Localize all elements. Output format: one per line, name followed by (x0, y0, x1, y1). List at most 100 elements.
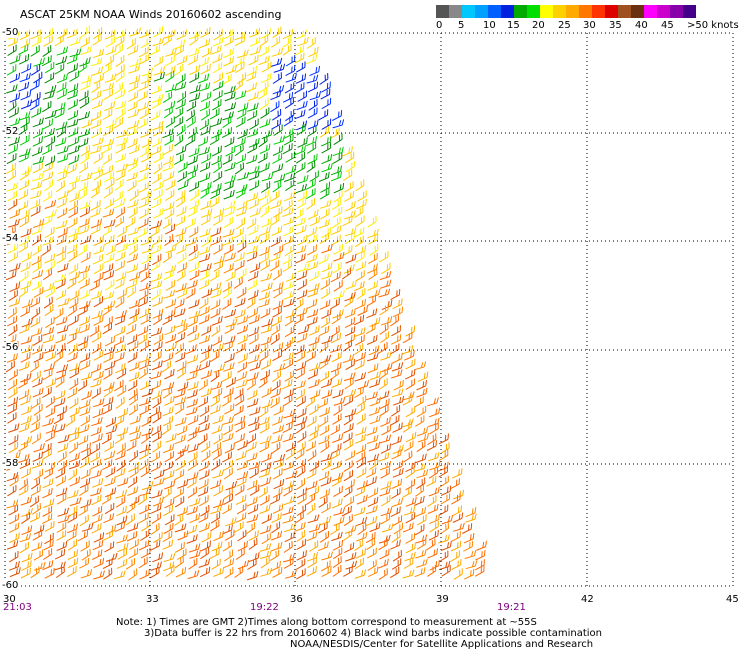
wind-barb (32, 377, 43, 388)
wind-barb (343, 395, 354, 407)
wind-barb (307, 368, 319, 380)
wind-barb (296, 120, 308, 131)
wind-barb (90, 363, 102, 374)
wind-barb (390, 369, 403, 379)
wind-barb (162, 217, 172, 230)
wind-barb (441, 565, 451, 577)
wind-barb (56, 342, 66, 355)
wind-barb (20, 372, 32, 383)
wind-barb (283, 409, 296, 419)
wind-barb (368, 406, 381, 416)
wind-barb (428, 466, 439, 479)
wind-barb (32, 127, 43, 139)
wind-barb (102, 82, 114, 92)
wind-barb (42, 560, 54, 571)
wind-barb (307, 81, 319, 93)
wind-barb (105, 36, 116, 48)
wind-barb (56, 252, 66, 264)
wind-barb (308, 379, 320, 389)
wind-barb (30, 296, 41, 308)
wind-barb (295, 162, 306, 174)
wind-barb (163, 522, 174, 534)
colorbar-label: 25 (558, 20, 571, 31)
wind-barb (105, 177, 115, 190)
wind-barb (33, 352, 44, 363)
wind-barb (8, 423, 20, 433)
wind-barb (405, 406, 416, 418)
wind-barb (198, 279, 210, 290)
wind-barb (102, 303, 112, 316)
wind-barb (81, 390, 92, 401)
wind-barb (355, 215, 365, 228)
wind-barb (138, 539, 150, 551)
wind-barb (18, 111, 31, 121)
wind-barb (30, 180, 43, 191)
wind-barb (128, 81, 139, 93)
wind-barb (342, 215, 353, 227)
wind-barb (187, 570, 200, 580)
wind-barb (80, 468, 91, 480)
wind-barb (54, 273, 67, 283)
wind-barb (114, 450, 126, 461)
wind-barb (307, 244, 317, 256)
wind-barb (284, 82, 295, 94)
wind-barb (20, 435, 33, 446)
wind-barb (321, 142, 332, 154)
wind-barb (224, 206, 235, 217)
wind-barb (185, 344, 197, 355)
wind-barb (212, 387, 223, 399)
wind-barb (199, 522, 210, 533)
wind-barb (68, 343, 78, 355)
wind-barb (78, 188, 88, 201)
wind-barb (115, 55, 125, 68)
wind-barb (320, 453, 333, 462)
wind-barb (92, 505, 103, 517)
wind-barb (258, 135, 268, 148)
wind-barb (237, 440, 248, 451)
wind-barb (331, 378, 343, 388)
wind-barb (261, 387, 272, 399)
wind-barb (19, 270, 29, 283)
wind-barb (236, 287, 247, 299)
wind-barb (128, 340, 139, 352)
wind-barb (272, 152, 283, 164)
wind-barb (259, 435, 272, 445)
wind-barb (69, 397, 79, 410)
wind-barb (102, 403, 113, 415)
wind-barb (355, 245, 367, 256)
wind-barb (67, 557, 79, 569)
wind-barb (115, 310, 127, 319)
wind-barb (9, 567, 21, 578)
wind-barb (128, 403, 138, 416)
wind-barb (91, 331, 102, 343)
wind-barb (32, 244, 42, 256)
wind-barb (296, 529, 306, 542)
wind-barb (259, 543, 272, 552)
wind-barb (224, 308, 237, 318)
wind-barb (90, 200, 101, 211)
wind-barb (237, 361, 248, 373)
wind-barb (115, 142, 126, 154)
wind-barb (330, 523, 340, 535)
wind-barb (177, 161, 188, 173)
wind-barb (68, 227, 80, 238)
wind-barb (378, 538, 388, 551)
wind-barb (141, 244, 154, 254)
wind-barb (103, 352, 114, 363)
wind-barb (213, 530, 224, 542)
wind-barb (392, 306, 404, 318)
wind-barb (272, 281, 284, 292)
wind-barb (249, 361, 261, 371)
wind-barb (403, 557, 414, 569)
wind-barb (67, 217, 78, 229)
wind-barb (129, 57, 142, 68)
wind-barb (79, 315, 91, 326)
wind-barb (223, 189, 235, 200)
wind-barb (18, 241, 28, 253)
wind-barb (308, 270, 319, 282)
wind-barb (270, 214, 280, 227)
wind-barb (57, 514, 70, 524)
wind-barb (429, 521, 439, 533)
wind-barb (103, 88, 114, 101)
wind-barb (380, 467, 390, 479)
